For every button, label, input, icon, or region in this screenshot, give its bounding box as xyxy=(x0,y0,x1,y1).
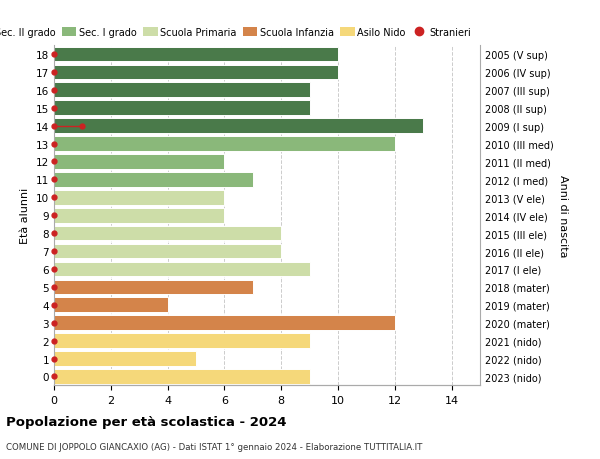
Bar xyxy=(54,352,196,366)
Bar xyxy=(54,298,167,313)
Bar xyxy=(54,155,224,169)
Bar xyxy=(54,244,281,259)
Bar xyxy=(54,83,310,98)
Bar xyxy=(54,262,310,277)
Y-axis label: Età alunni: Età alunni xyxy=(20,188,31,244)
Bar xyxy=(54,226,281,241)
Legend: Sec. II grado, Sec. I grado, Scuola Primaria, Scuola Infanzia, Asilo Nido, Stran: Sec. II grado, Sec. I grado, Scuola Prim… xyxy=(0,28,471,38)
Bar xyxy=(54,173,253,187)
Text: Popolazione per età scolastica - 2024: Popolazione per età scolastica - 2024 xyxy=(6,415,287,428)
Y-axis label: Anni di nascita: Anni di nascita xyxy=(557,174,568,257)
Bar xyxy=(54,280,253,295)
Bar xyxy=(54,190,224,205)
Bar xyxy=(54,208,224,223)
Bar xyxy=(54,65,338,80)
Text: COMUNE DI JOPPOLO GIANCAXIO (AG) - Dati ISTAT 1° gennaio 2024 - Elaborazione TUT: COMUNE DI JOPPOLO GIANCAXIO (AG) - Dati … xyxy=(6,442,422,451)
Bar xyxy=(54,137,395,151)
Bar xyxy=(54,369,310,384)
Bar xyxy=(54,334,310,348)
Bar xyxy=(54,48,338,62)
Bar xyxy=(54,101,310,116)
Bar xyxy=(54,119,423,134)
Bar xyxy=(54,316,395,330)
